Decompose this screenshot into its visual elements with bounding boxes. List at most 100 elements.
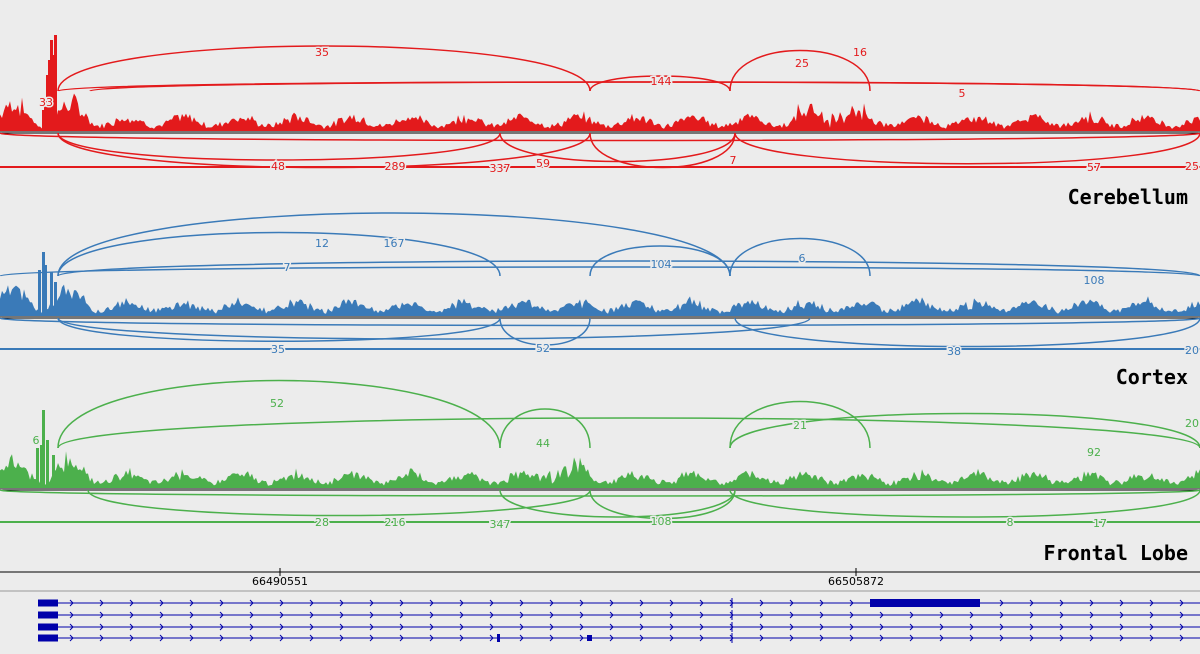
junction-arc	[57, 317, 501, 342]
strand-arrow	[309, 634, 314, 642]
strand-arrow	[429, 611, 434, 619]
exon	[587, 635, 592, 641]
coverage-spike	[46, 440, 49, 488]
junction-label: 104	[651, 258, 672, 271]
strand-arrow	[279, 623, 284, 631]
strand-arrow	[369, 611, 374, 619]
axis-tick-label: 66505872	[828, 575, 884, 588]
junction-label: 167	[384, 237, 405, 250]
strand-arrow	[639, 611, 644, 619]
junction-arc	[57, 45, 591, 92]
strand-arrow	[1089, 611, 1094, 619]
strand-arrow	[309, 611, 314, 619]
strand-arrow	[189, 599, 194, 607]
junction-arc	[734, 132, 1200, 165]
strand-arrow	[549, 599, 554, 607]
strand-arrow	[1119, 623, 1124, 631]
strand-arrow	[159, 599, 164, 607]
coordinate-axis: 66490551 66505872	[0, 568, 1200, 592]
junction-arc	[57, 132, 501, 161]
strand-arrow	[489, 623, 494, 631]
strand-arrow	[609, 611, 614, 619]
strand-arrow	[639, 623, 644, 631]
strand-arrow	[849, 623, 854, 631]
junction-arc	[57, 81, 1200, 92]
strand-arrow	[459, 623, 464, 631]
strand-arrow	[969, 623, 974, 631]
junction-arc	[57, 379, 501, 449]
strand-arrow	[669, 623, 674, 631]
junction-label: 35	[315, 46, 329, 59]
strand-arrow	[579, 611, 584, 619]
junction-arc	[0, 489, 1200, 497]
strand-arrow	[609, 623, 614, 631]
strand-arrow	[279, 634, 284, 642]
strand-arrow	[999, 611, 1004, 619]
strand-arrow	[369, 634, 374, 642]
strand-arrow	[1029, 611, 1034, 619]
strand-arrow	[879, 634, 884, 642]
junction-label: 52	[270, 397, 284, 410]
strand-arrow	[759, 634, 764, 642]
strand-arrow	[1119, 599, 1124, 607]
junction-arc	[729, 489, 1200, 518]
junction-label: 144	[651, 75, 672, 88]
strand-arrow	[99, 599, 104, 607]
strand-arrow	[1179, 623, 1184, 631]
strand-arrow	[159, 611, 164, 619]
strand-arrow	[189, 634, 194, 642]
junction-label: 33	[39, 96, 53, 109]
strand-arrow	[1029, 599, 1034, 607]
strand-arrow	[699, 623, 704, 631]
strand-arrow	[669, 599, 674, 607]
gene-model	[38, 598, 1200, 643]
junction-label: 57	[1087, 161, 1101, 174]
strand-arrow	[219, 599, 224, 607]
strand-arrow	[1179, 599, 1184, 607]
exon	[497, 634, 500, 642]
junction-label: 289	[385, 160, 406, 173]
strand-arrow	[609, 634, 614, 642]
strand-arrow	[489, 634, 494, 642]
strand-arrow	[69, 611, 74, 619]
strand-arrow	[99, 611, 104, 619]
strand-arrow	[519, 611, 524, 619]
strand-arrow	[639, 634, 644, 642]
strand-arrow	[849, 599, 854, 607]
strand-arrow	[189, 611, 194, 619]
strand-arrow	[339, 634, 344, 642]
strand-arrow	[519, 634, 524, 642]
strand-arrow	[99, 634, 104, 642]
strand-arrow	[789, 611, 794, 619]
strand-arrow	[789, 623, 794, 631]
junction-arc	[87, 489, 591, 517]
coverage-area	[0, 284, 1200, 316]
strand-arrow	[159, 634, 164, 642]
strand-arrow	[699, 611, 704, 619]
strand-arrow	[849, 634, 854, 642]
strand-arrow	[819, 599, 824, 607]
junction-label: 20	[1185, 344, 1199, 357]
junction-label: 48	[271, 160, 285, 173]
strand-arrow	[819, 623, 824, 631]
strand-arrow	[399, 611, 404, 619]
strand-arrow	[1179, 611, 1184, 619]
exon	[38, 623, 58, 631]
coverage-spike	[42, 252, 45, 316]
strand-arrow	[339, 623, 344, 631]
strand-arrow	[549, 623, 554, 631]
strand-arrow	[309, 623, 314, 631]
strand-arrow	[249, 611, 254, 619]
strand-arrow	[1089, 623, 1094, 631]
junction-label: 25	[1185, 160, 1199, 173]
strand-arrow	[939, 611, 944, 619]
strand-arrow	[549, 611, 554, 619]
strand-arrow	[279, 611, 284, 619]
exon	[38, 599, 58, 607]
junction-label: 347	[490, 518, 511, 531]
strand-arrow	[519, 623, 524, 631]
strand-arrow	[909, 611, 914, 619]
